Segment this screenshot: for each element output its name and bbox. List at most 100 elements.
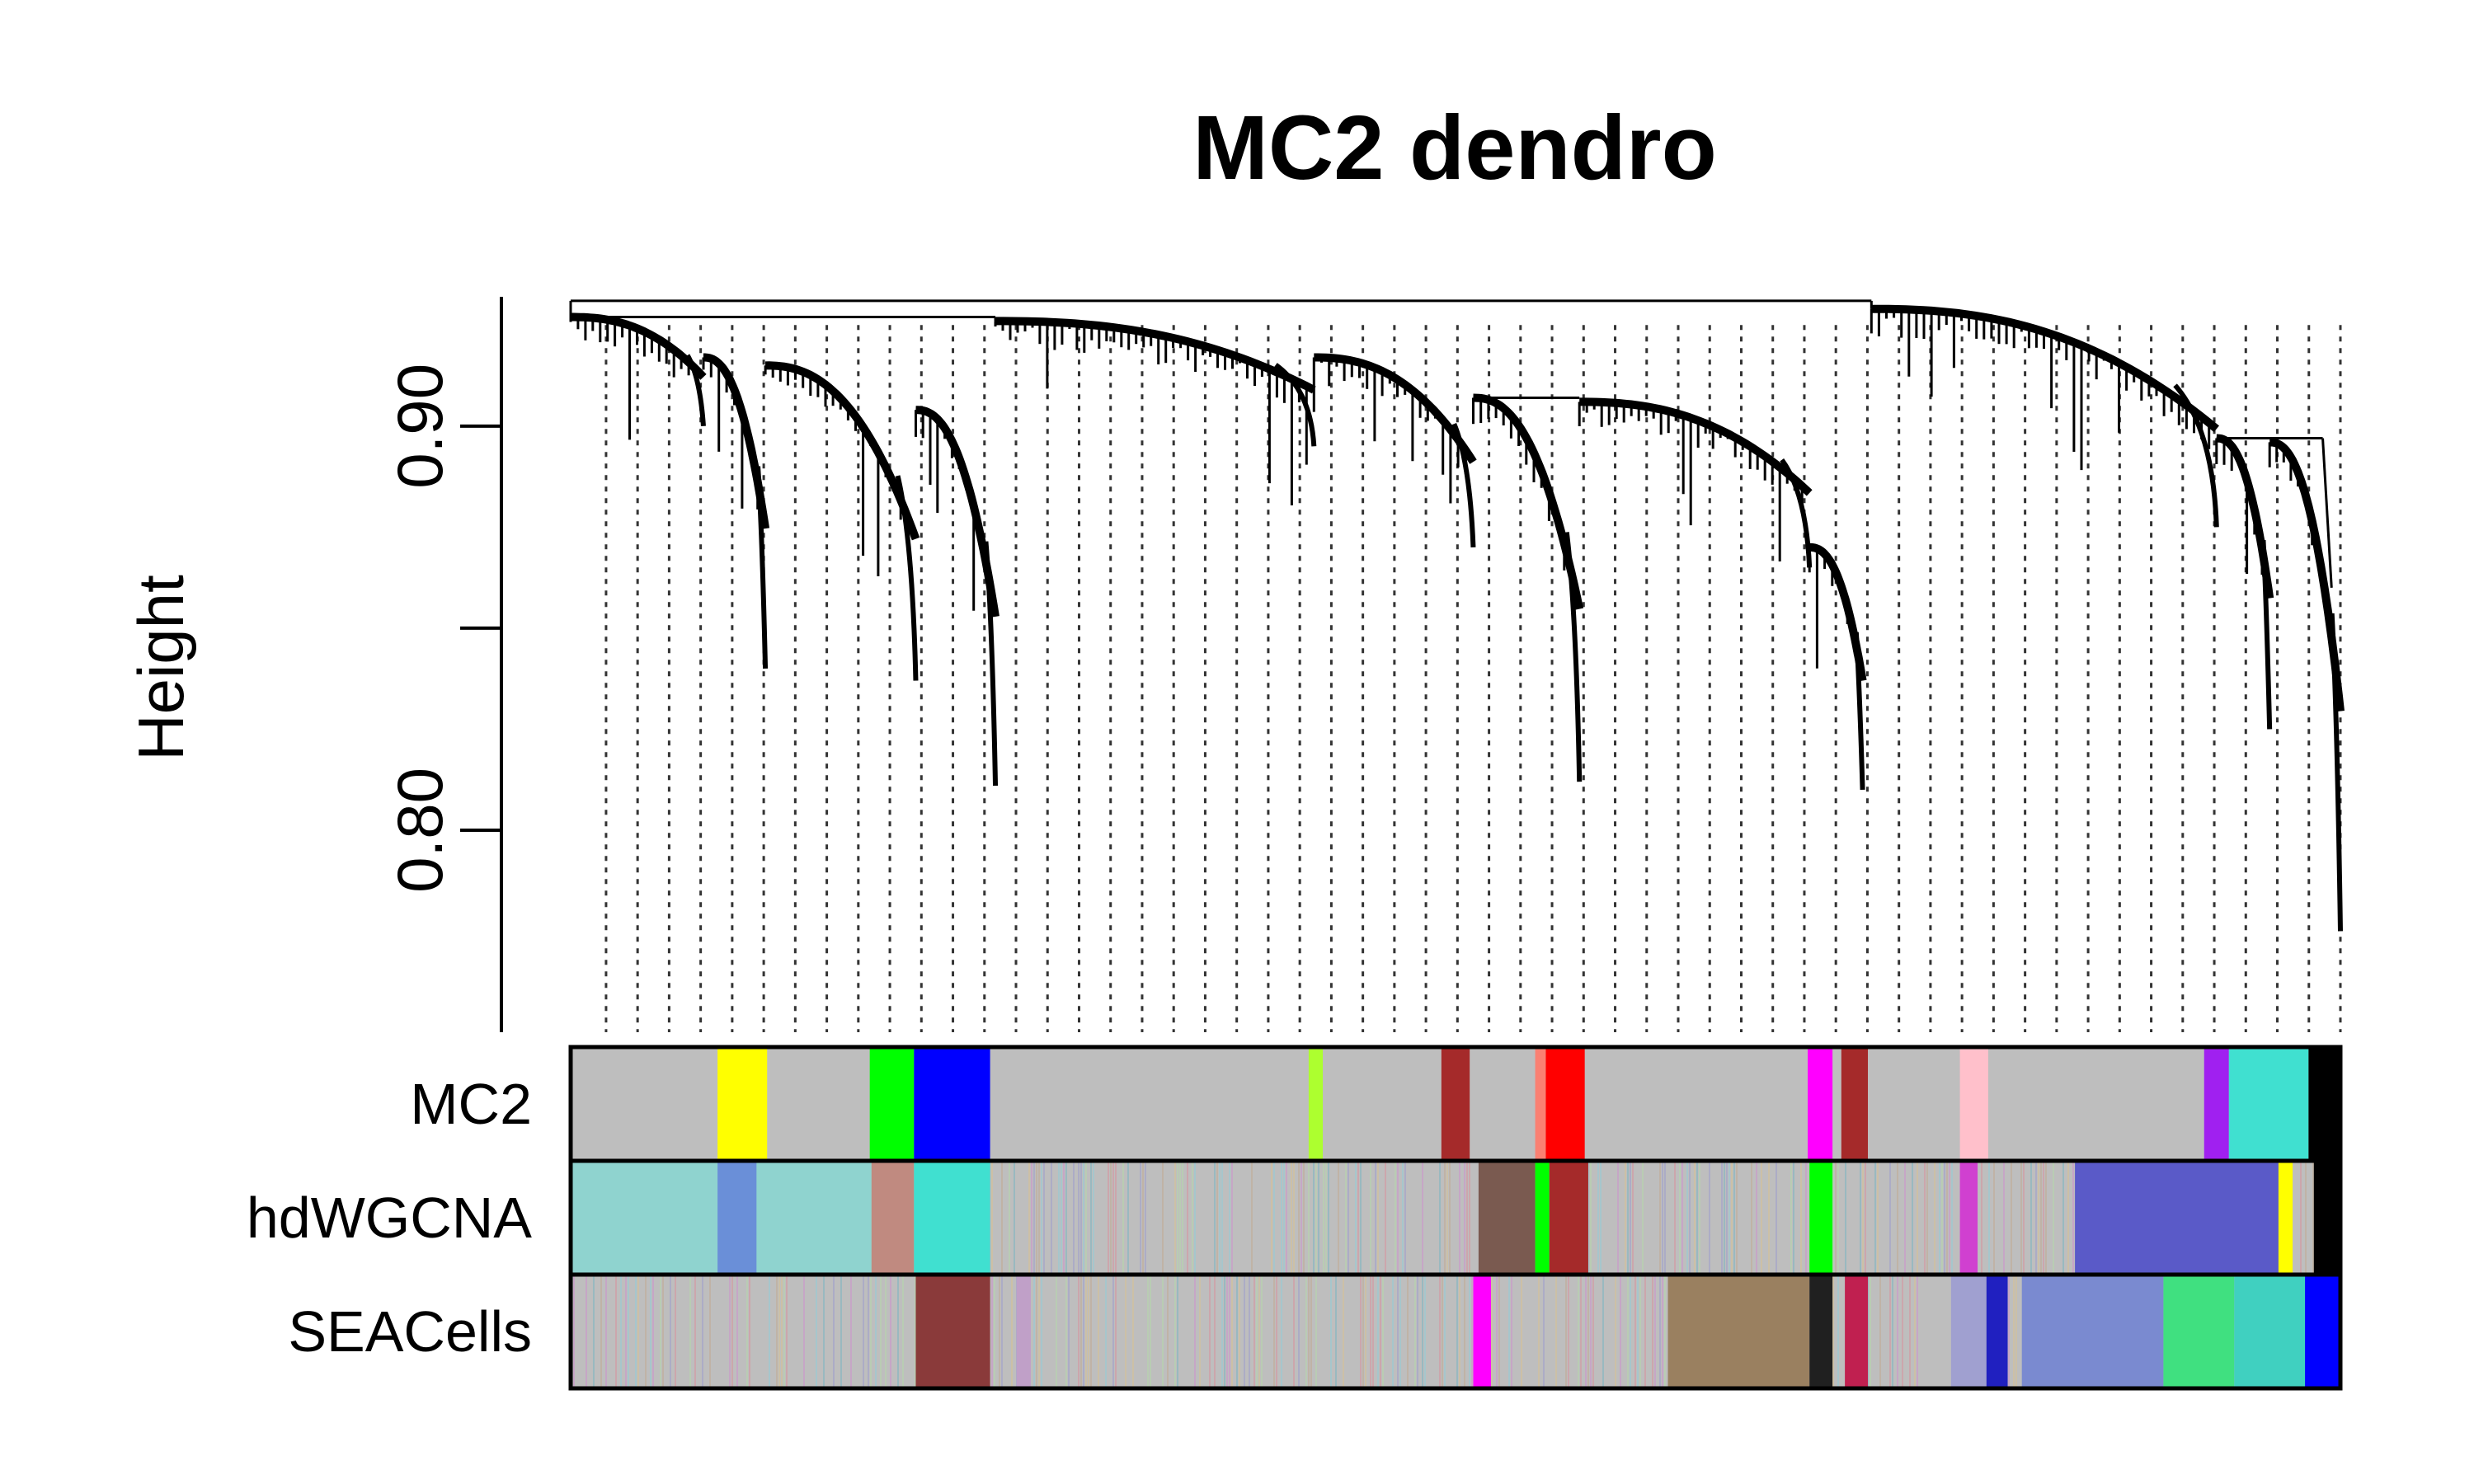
color-row-label: hdWGCNA — [247, 1186, 532, 1250]
color-row-block — [1478, 1161, 1536, 1275]
color-row-stripe — [1313, 1161, 1315, 1275]
color-row-block — [915, 1275, 990, 1388]
color-row-stripe — [1043, 1161, 1045, 1275]
color-row-stripe — [1699, 1161, 1700, 1275]
color-row-stripe — [2045, 1161, 2047, 1275]
color-row-block — [2308, 1047, 2340, 1161]
color-row-stripe — [1617, 1161, 1619, 1275]
color-row-stripe — [1192, 1161, 1193, 1275]
color-row-stripe — [1597, 1161, 1599, 1275]
color-row-block — [1473, 1275, 1491, 1388]
color-row-stripe — [1256, 1275, 1258, 1388]
color-row-stripe — [1090, 1275, 1092, 1388]
color-row-stripe — [1639, 1275, 1641, 1388]
color-row-stripe — [1981, 1161, 1982, 1275]
color-row-stripe — [1879, 1275, 1881, 1388]
color-row-block — [1986, 1275, 2008, 1388]
color-row-block — [1959, 1047, 1988, 1161]
dendrogram-branch — [570, 312, 707, 380]
color-row-stripe — [786, 1275, 788, 1388]
color-row-stripe — [870, 1275, 872, 1388]
color-row-stripe — [1511, 1275, 1512, 1388]
color-row-stripe — [1115, 1275, 1117, 1388]
color-row-stripe — [1620, 1275, 1621, 1388]
color-row-stripe — [2305, 1161, 2307, 1275]
color-row-stripe — [600, 1275, 602, 1388]
color-row-stripe — [1568, 1275, 1569, 1388]
color-row-stripe — [1793, 1161, 1794, 1275]
color-row-stripe — [1330, 1275, 1332, 1388]
y-axis-label: Height — [125, 575, 197, 761]
color-row-stripe — [1644, 1275, 1646, 1388]
color-row-stripe — [1580, 1275, 1582, 1388]
color-row-stripe — [670, 1275, 671, 1388]
color-row-stripe — [1659, 1275, 1661, 1388]
color-row-stripe — [1281, 1275, 1282, 1388]
color-row-block — [2163, 1275, 2235, 1388]
color-row-stripe — [1543, 1275, 1545, 1388]
dendrogram-branch — [2173, 383, 2219, 528]
color-row-stripe — [880, 1275, 882, 1388]
color-row-stripe — [1145, 1161, 1146, 1275]
color-row-stripe — [1459, 1275, 1460, 1388]
dendrogram-branch — [685, 354, 706, 427]
color-row-stripe — [1065, 1275, 1067, 1388]
color-row-stripe — [1917, 1161, 1918, 1275]
color-row-stripe — [1417, 1275, 1418, 1388]
color-row-stripe — [1038, 1161, 1040, 1275]
color-row-stripe — [1360, 1275, 1362, 1388]
color-row-stripe — [1637, 1275, 1639, 1388]
color-row-stripe — [1194, 1275, 1196, 1388]
color-row-stripe — [1088, 1275, 1089, 1388]
color-row-stripe — [1686, 1161, 1688, 1275]
color-row-stripe — [1860, 1161, 1861, 1275]
color-row-stripe — [645, 1275, 647, 1388]
color-row-stripe — [1726, 1161, 1728, 1275]
color-row-stripe — [1578, 1275, 1579, 1388]
color-row-stripe — [1664, 1275, 1666, 1388]
dendrogram-link — [2321, 438, 2333, 588]
color-row-stripe — [1328, 1161, 1329, 1275]
color-row-stripe — [1345, 1161, 1347, 1275]
color-row-stripe — [885, 1275, 887, 1388]
color-row-stripe — [994, 1275, 995, 1388]
color-row-stripe — [1041, 1161, 1042, 1275]
color-row-stripe — [1790, 1161, 1792, 1275]
dendrogram-branch — [895, 475, 919, 681]
color-row-stripe — [1941, 1161, 1943, 1275]
color-row-stripe — [1392, 1275, 1394, 1388]
color-row-stripe — [1464, 1161, 1465, 1275]
color-row-stripe — [628, 1275, 629, 1388]
color-row-stripe — [1150, 1275, 1151, 1388]
color-row-stripe — [1370, 1161, 1371, 1275]
color-row-block — [1308, 1047, 1324, 1161]
color-row-block — [869, 1047, 915, 1161]
color-row-stripe — [1058, 1161, 1060, 1275]
dendrogram-branch — [755, 466, 769, 669]
color-row-stripe — [897, 1275, 899, 1388]
color-row-block — [2021, 1275, 2164, 1388]
color-row-stripe — [1444, 1161, 1446, 1275]
color-row-stripe — [1377, 1275, 1379, 1388]
color-row-stripe — [1251, 1161, 1253, 1275]
color-row-stripe — [1761, 1161, 1762, 1275]
color-row-stripe — [1325, 1161, 1327, 1275]
color-row-stripe — [1402, 1161, 1404, 1275]
color-row-stripe — [1276, 1275, 1277, 1388]
color-row-stripe — [1305, 1275, 1307, 1388]
color-row-stripe — [1508, 1275, 1510, 1388]
color-row-stripe — [999, 1275, 1000, 1388]
color-row-stripe — [1365, 1275, 1366, 1388]
color-row-stripe — [1033, 1161, 1035, 1275]
color-row-stripe — [1800, 1161, 1802, 1275]
color-row-stripe — [1061, 1161, 1062, 1275]
color-row-stripe — [1733, 1161, 1735, 1275]
color-row-stripe — [1298, 1275, 1300, 1388]
color-row-stripe — [1283, 1161, 1285, 1275]
color-row-block — [1016, 1275, 1031, 1388]
color-row-block — [2313, 1161, 2340, 1275]
dendrogram-branch — [983, 541, 999, 787]
color-row-stripe — [2038, 1161, 2039, 1275]
color-row-stripe — [1627, 1275, 1629, 1388]
color-row-stripe — [1845, 1161, 1846, 1275]
